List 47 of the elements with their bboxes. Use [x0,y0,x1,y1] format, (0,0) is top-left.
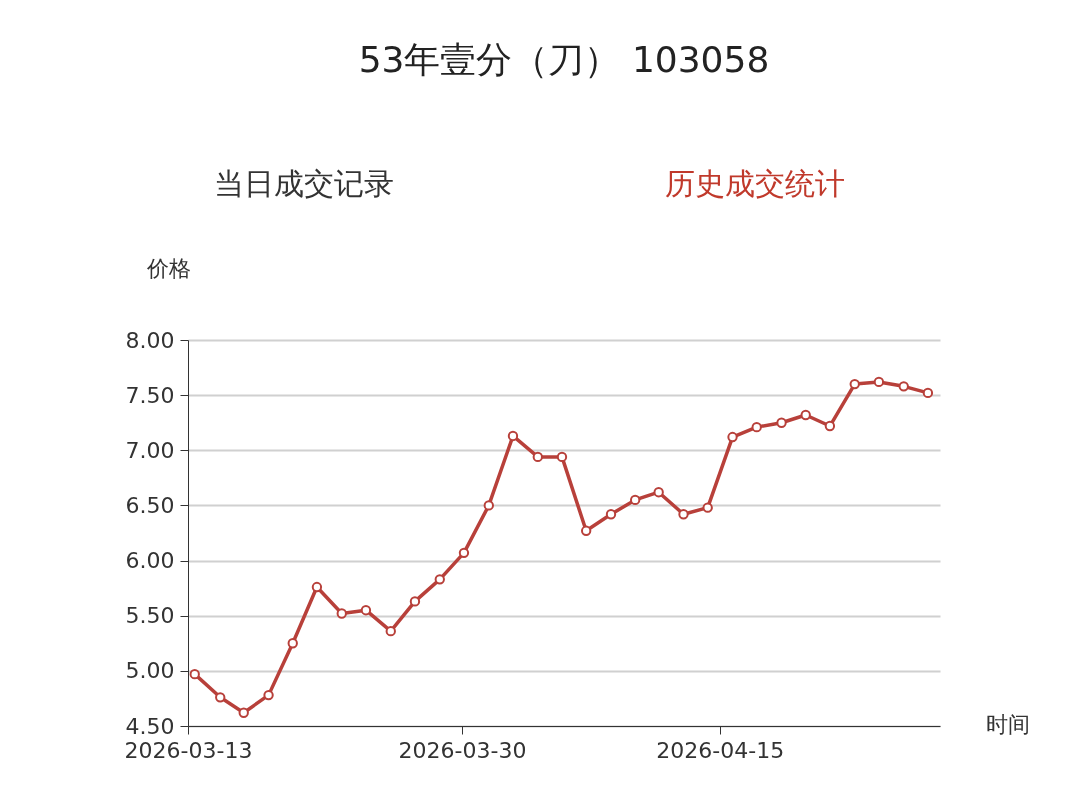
y-tick-label: 8.00 [125,327,175,353]
y-tick-label: 5.50 [125,603,175,629]
point [483,500,494,511]
point [263,689,274,701]
point [311,581,323,593]
point [215,692,226,703]
point [580,525,592,536]
y-axis-title: 价格 [145,255,191,281]
point [776,417,787,428]
point [898,381,909,392]
point [385,625,396,637]
point [678,509,689,520]
point [434,574,445,585]
point [800,409,811,421]
y-tick-label: 6.00 [125,548,175,574]
y-tick-label: 7.00 [125,437,175,463]
point [702,502,713,513]
x-tick-label: 2026-03-30 [398,737,527,763]
y-tick-label: 5.00 [125,658,175,684]
point [751,421,762,433]
point [532,451,543,463]
x-tick-label: 2026-04-15 [656,737,785,763]
point [409,596,421,607]
point [336,608,347,619]
point [653,487,664,498]
text: 当日成交记录 [213,166,394,201]
point [629,494,641,506]
x-axis-title: 时间 [985,711,1030,737]
text: 历史成交统计 [664,166,845,201]
point [556,451,568,463]
point [824,420,836,432]
point [507,430,519,442]
point [458,547,470,559]
point [360,605,372,616]
point [605,509,617,520]
x-tick-label: 2026-03-13 [124,737,253,763]
y-tick-label: 6.50 [125,492,175,518]
point [287,638,298,649]
point [238,707,249,718]
point [189,668,200,680]
point [873,376,885,388]
point [727,431,738,443]
y-tick-label: 4.50 [125,713,175,739]
point [922,387,934,399]
chart-title: 53年壹分（刀） 103058 [358,39,770,80]
y-tick-label: 7.50 [125,382,175,408]
point [849,378,860,390]
